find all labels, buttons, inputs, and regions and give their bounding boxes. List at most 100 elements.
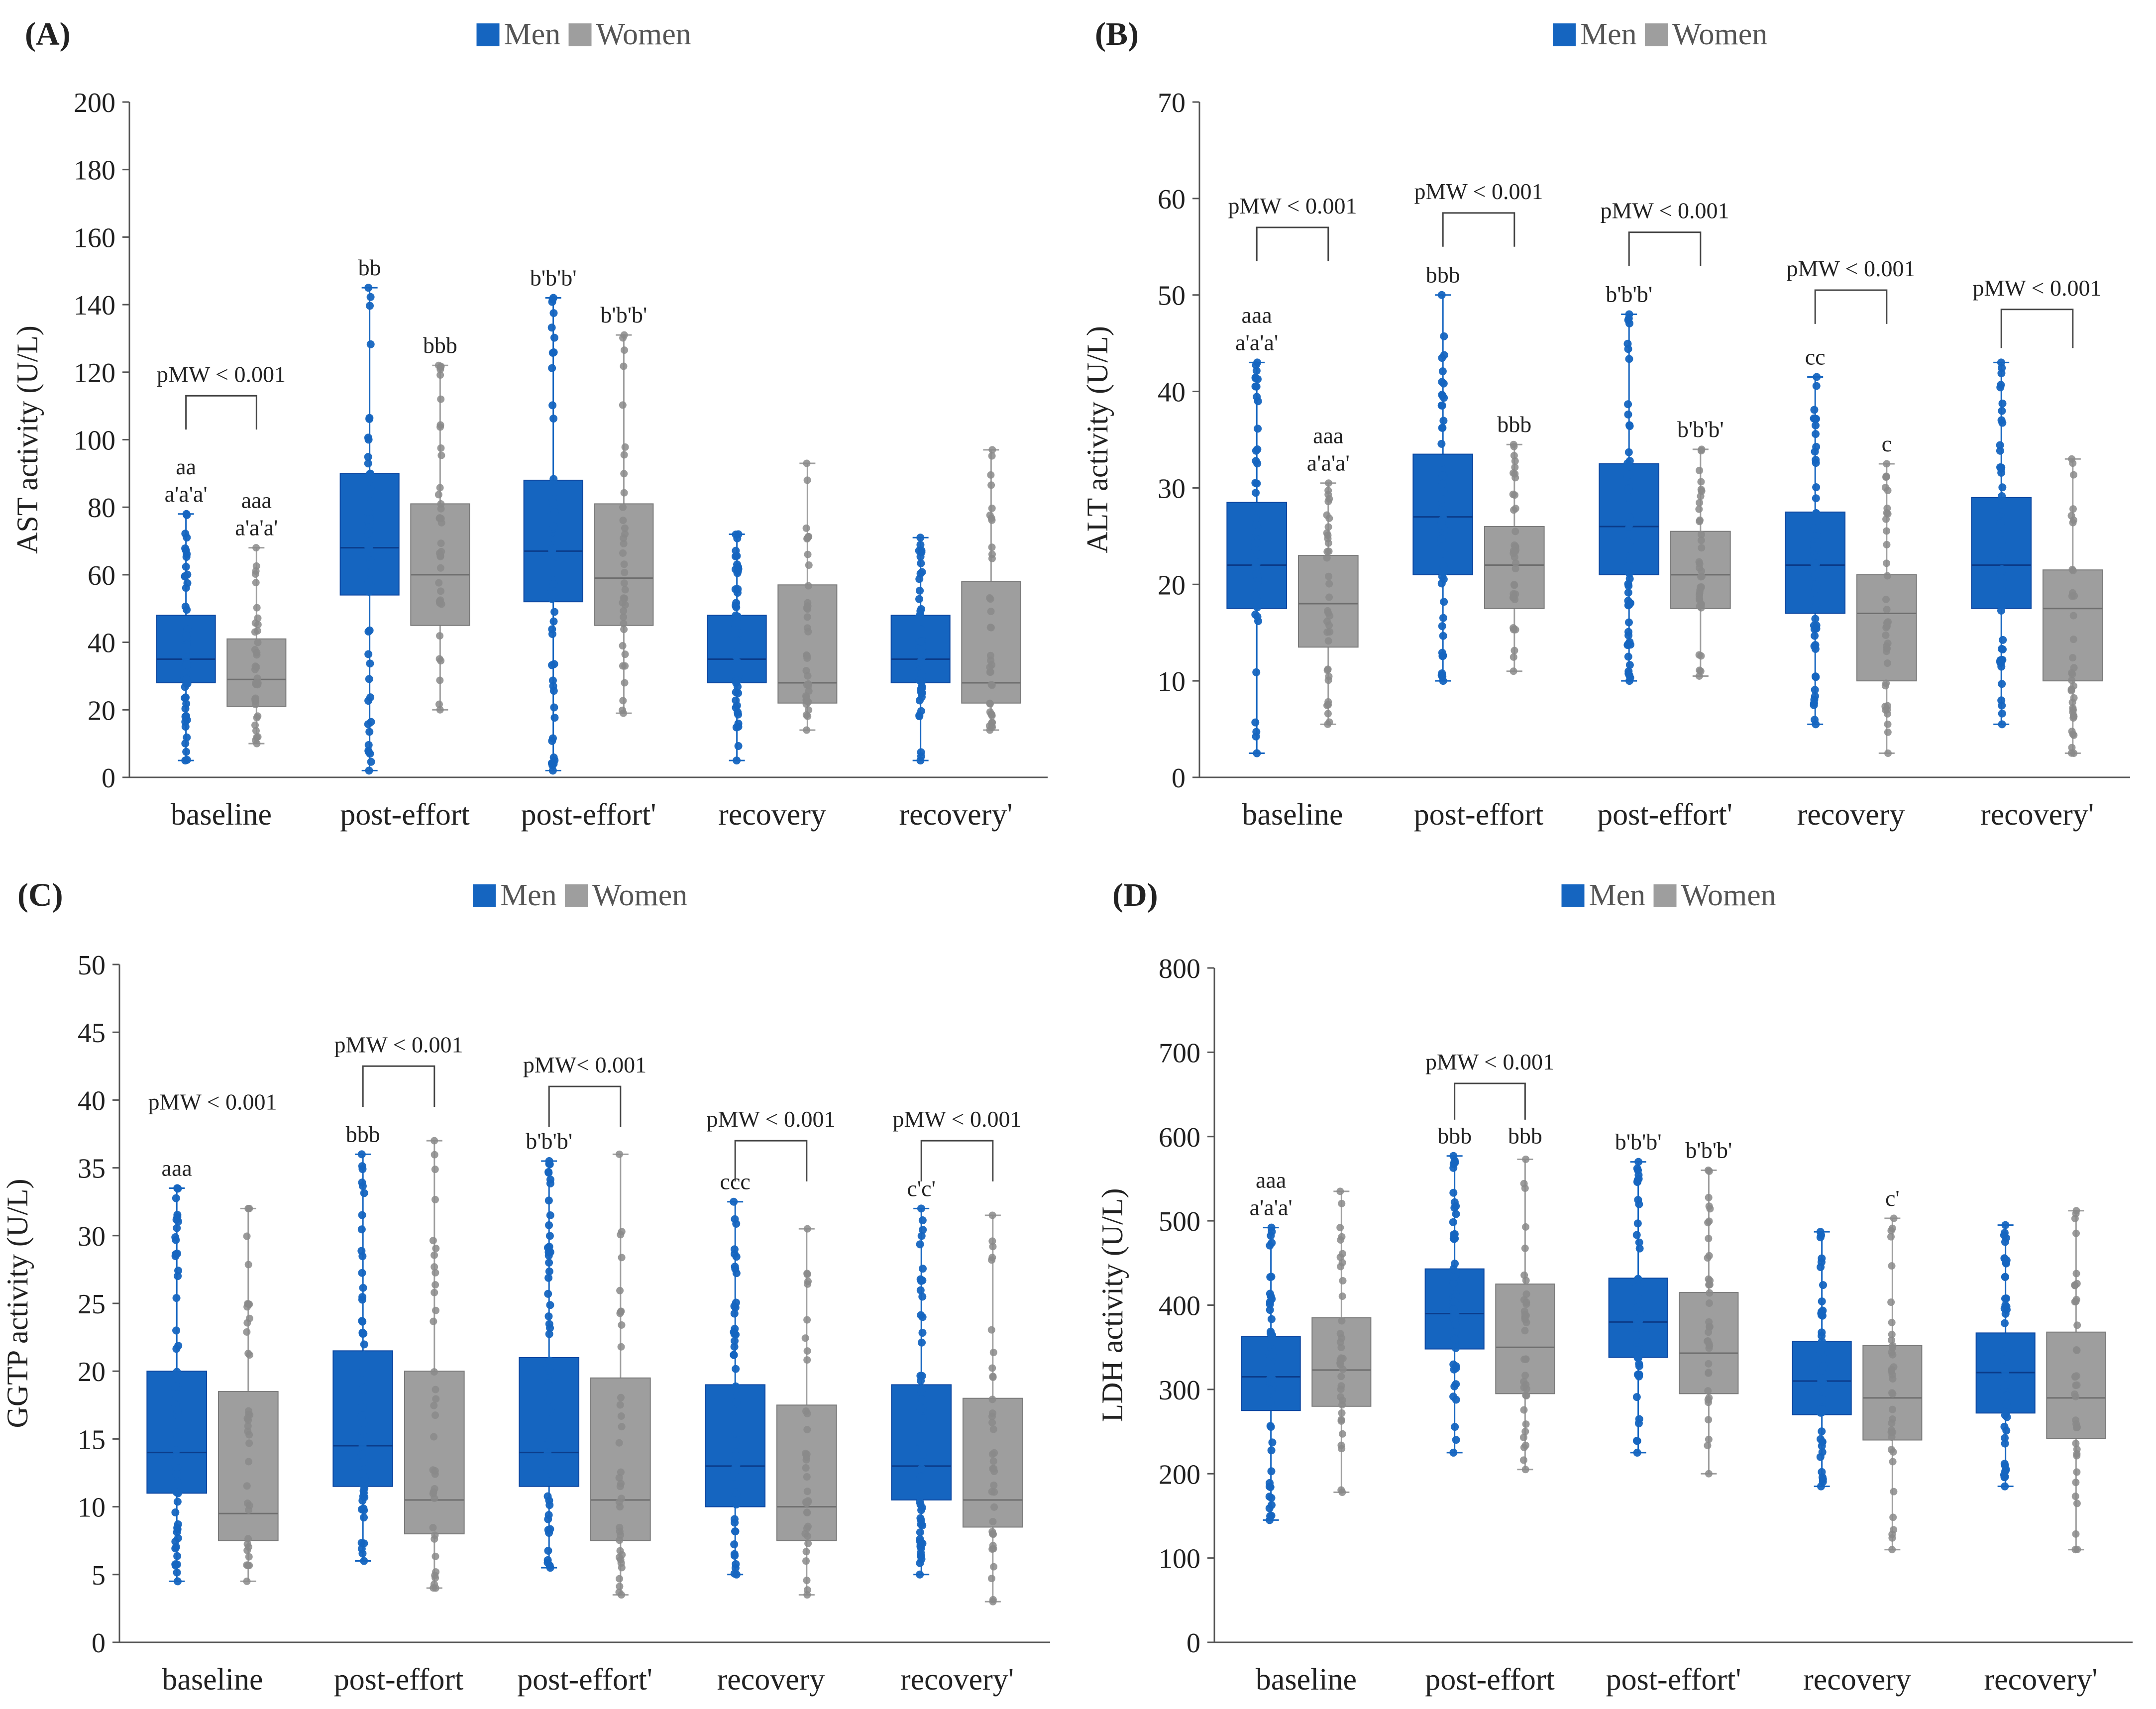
y-tick-label: 80 <box>88 493 115 524</box>
data-point <box>1887 1298 1895 1306</box>
data-point <box>544 1441 552 1449</box>
data-point <box>2001 1381 2010 1389</box>
data-point <box>1252 520 1261 529</box>
data-point <box>1997 369 2006 378</box>
data-point <box>730 1197 738 1206</box>
data-point <box>365 485 373 493</box>
data-point <box>1451 1320 1460 1329</box>
data-point <box>365 588 373 596</box>
data-point <box>1813 531 1821 539</box>
data-point <box>1624 562 1633 570</box>
data-point <box>2068 565 2076 573</box>
pmw-bracket: pMW < 0.001 <box>157 361 286 430</box>
legend-swatch-women <box>1645 23 1668 46</box>
data-point <box>804 682 812 690</box>
data-point <box>2071 1493 2079 1500</box>
legend-label-men: Men <box>1589 878 1646 912</box>
data-point <box>1633 1219 1642 1228</box>
data-point <box>804 1532 812 1540</box>
data-point <box>1697 531 1705 538</box>
data-point <box>1890 1363 1898 1371</box>
data-point <box>1817 1367 1826 1375</box>
data-point <box>1437 291 1446 299</box>
data-point <box>437 600 445 608</box>
data-point <box>734 723 743 731</box>
box-women-2 <box>590 1150 651 1599</box>
data-point <box>243 1577 251 1585</box>
data-point <box>1698 544 1706 552</box>
box-women-4 <box>2042 455 2103 757</box>
box-men-0 <box>1241 1223 1301 1524</box>
x-tick-label: post-effort <box>1414 798 1544 832</box>
data-point <box>1887 1233 1895 1241</box>
pmw-label: pMW < 0.001 <box>1228 193 1357 218</box>
data-point <box>173 1368 181 1376</box>
data-point <box>732 1398 741 1406</box>
data-point <box>803 535 811 543</box>
data-point <box>358 1162 366 1171</box>
data-point <box>1450 1198 1459 1206</box>
data-point <box>1812 421 1820 429</box>
data-point <box>173 1184 182 1192</box>
data-point <box>617 1480 625 1488</box>
data-point <box>730 1309 739 1318</box>
data-point <box>2002 1349 2010 1357</box>
data-point <box>1510 581 1518 589</box>
data-point <box>358 1496 367 1505</box>
data-point <box>916 756 925 765</box>
pmw-bracket: pMW < 0.001 <box>148 1089 277 1114</box>
data-point <box>550 514 558 522</box>
data-point <box>1522 1277 1530 1284</box>
data-point <box>732 1560 740 1568</box>
data-point <box>1522 1155 1530 1163</box>
data-point <box>918 1329 927 1337</box>
data-point <box>1811 570 1820 579</box>
data-point <box>731 1250 739 1258</box>
data-point <box>1336 1187 1344 1195</box>
data-point <box>1704 1442 1712 1450</box>
data-point <box>1633 1314 1641 1323</box>
data-point <box>621 586 629 594</box>
y-tick-label: 400 <box>1159 1291 1200 1322</box>
data-point <box>2069 471 2077 479</box>
data-point <box>359 1489 368 1497</box>
data-point <box>731 1527 740 1536</box>
data-point <box>252 579 260 587</box>
data-point <box>2002 1408 2011 1417</box>
data-point <box>1706 1205 1714 1213</box>
y-tick-label: 15 <box>78 1424 106 1455</box>
data-point <box>1819 1340 1827 1349</box>
data-point <box>803 459 811 467</box>
data-point <box>988 1256 996 1264</box>
legend-label-women: Women <box>1672 17 1767 51</box>
data-point <box>181 572 189 580</box>
box-men-3 <box>1785 373 1846 729</box>
x-tick-label: post-effort' <box>521 798 656 832</box>
data-point <box>1998 500 2006 509</box>
x-tick-label: recovery' <box>1984 1663 2097 1697</box>
data-point <box>1810 517 1818 525</box>
data-point <box>1816 1228 1825 1236</box>
data-point <box>1267 1223 1276 1232</box>
data-point <box>1633 1371 1642 1379</box>
data-point <box>615 1150 623 1158</box>
data-point <box>1324 720 1332 728</box>
legend-swatch-men <box>1553 23 1576 46</box>
data-point <box>1339 1355 1347 1363</box>
data-point <box>1888 1534 1896 1542</box>
data-point <box>617 1343 625 1351</box>
data-point <box>435 700 443 708</box>
data-point <box>1882 595 1890 603</box>
data-point <box>1440 565 1449 573</box>
data-point <box>803 1591 811 1599</box>
data-point <box>1266 1273 1275 1281</box>
data-point <box>243 1540 251 1548</box>
data-point <box>358 1211 366 1219</box>
data-point <box>732 1219 741 1228</box>
data-point <box>544 1289 552 1298</box>
data-point <box>182 748 191 756</box>
data-point <box>1624 448 1633 456</box>
data-point <box>1338 1489 1346 1496</box>
y-tick-label: 160 <box>74 222 115 253</box>
iqr-box <box>776 1404 837 1541</box>
